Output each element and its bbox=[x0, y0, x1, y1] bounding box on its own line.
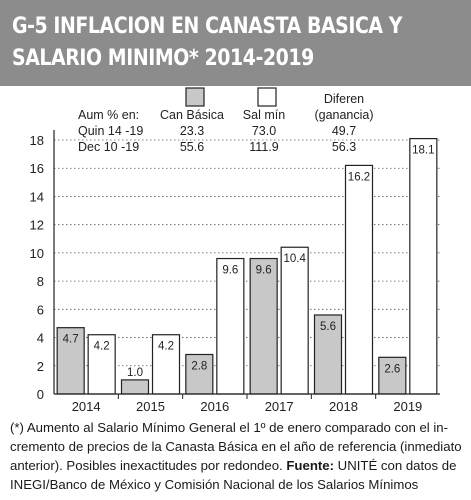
x-tick-label-2019: 2019 bbox=[393, 399, 422, 414]
legend-and-summary-table: Aum % en: Can Básica Sal mín Diferen (gananc… bbox=[78, 87, 374, 154]
bar-canasta-2017 bbox=[249, 257, 278, 395]
legend-label-canasta: Can Básica bbox=[160, 108, 224, 122]
y-tick-label-18: 18 bbox=[30, 133, 44, 148]
footnote-text: (*) Aumento al Salario Mínimo General el… bbox=[10, 420, 462, 473]
source-text: UNITÉ con datos de INEGI/Banco de México… bbox=[10, 458, 457, 492]
bar-chart: 0 2 4 6 8 10 12 14 16 18 4.7 4.2 1.0 4.2 2.8 9.6 9.6 10.… bbox=[30, 87, 440, 414]
summary-can-basica-1: 55.6 bbox=[180, 140, 204, 154]
legend-label-ganancia: (ganancia) bbox=[314, 108, 373, 122]
chart-header: G-5 INFLACION EN CANASTA BASICA Y SALARI… bbox=[0, 0, 471, 86]
y-tick-label-12: 12 bbox=[30, 218, 44, 233]
y-tick-label-8: 8 bbox=[37, 274, 44, 289]
data-label-canasta-2017: 9.6 bbox=[256, 265, 272, 277]
x-tick-label-2017: 2017 bbox=[265, 399, 294, 414]
x-tick-label-2014: 2014 bbox=[72, 399, 101, 414]
source-label: Fuente: bbox=[286, 458, 334, 473]
summary-row-header: Aum % en: bbox=[78, 108, 139, 122]
summary-diferen-0: 49.7 bbox=[332, 124, 356, 138]
bar-salario-2015 bbox=[151, 334, 181, 395]
footnote: (*) Aumento al Salario Mínimo General el… bbox=[10, 418, 465, 494]
data-label-canasta-2019: 2.6 bbox=[384, 363, 400, 375]
summary-sal-min-0: 73.0 bbox=[252, 124, 276, 138]
summary-sal-min-1: 111.9 bbox=[249, 140, 278, 154]
bar-salario-2014 bbox=[87, 334, 116, 395]
x-axis: 2014 2015 2016 2017 2018 2019 bbox=[53, 130, 440, 414]
summary-row-label-1: Dec 10 -19 bbox=[78, 140, 139, 154]
data-label-salario-2015: 4.2 bbox=[158, 341, 174, 353]
bar-canasta-2016 bbox=[185, 353, 214, 395]
bar-salario-2016 bbox=[216, 257, 245, 395]
y-tick-label-0: 0 bbox=[37, 387, 44, 402]
data-label-salario-2014: 4.2 bbox=[94, 341, 110, 353]
y-tick-label-6: 6 bbox=[37, 302, 44, 317]
bars: 4.7 4.2 1.0 4.2 2.8 9.6 9.6 10.4 5.6 16.2 2.6 18.1 bbox=[56, 137, 438, 395]
y-tick-label-10: 10 bbox=[30, 246, 44, 261]
data-label-canasta-2018: 5.6 bbox=[320, 321, 336, 333]
bar-canasta-2014 bbox=[56, 327, 85, 395]
data-label-salario-2017: 10.4 bbox=[283, 253, 306, 265]
legend-swatch-salario bbox=[257, 87, 277, 107]
data-label-canasta-2016: 2.8 bbox=[191, 360, 207, 372]
legend-label-diferen: Diferen bbox=[324, 92, 364, 106]
y-tick-label-4: 4 bbox=[37, 331, 44, 346]
bar-salario-2019 bbox=[409, 137, 438, 395]
legend-swatch-canasta bbox=[185, 87, 205, 107]
chart-title-line2: SALARIO MINIMO* 2014-2019 bbox=[12, 46, 314, 71]
data-label-salario-2018: 16.2 bbox=[348, 171, 370, 183]
summary-row-label-0: Quin 14 -19 bbox=[78, 124, 143, 138]
bar-salario-2018 bbox=[344, 164, 374, 395]
x-tick-label-2015: 2015 bbox=[136, 399, 165, 414]
x-tick-label-2016: 2016 bbox=[200, 399, 229, 414]
data-label-salario-2016: 9.6 bbox=[222, 265, 238, 277]
summary-diferen-1: 56.3 bbox=[332, 140, 356, 154]
y-tick-label-14: 14 bbox=[30, 189, 44, 204]
summary-can-basica-0: 23.3 bbox=[180, 124, 204, 138]
data-label-canasta-2015: 1.0 bbox=[127, 367, 143, 379]
gridlines bbox=[54, 139, 440, 367]
data-label-salario-2019: 18.1 bbox=[412, 145, 434, 157]
legend-label-salario: Sal mín bbox=[243, 108, 285, 122]
bar-salario-2017 bbox=[280, 246, 309, 395]
y-axis-ticks: 0 2 4 6 8 10 12 14 16 18 bbox=[30, 133, 44, 402]
chart-title-line1: G-5 INFLACION EN CANASTA BASICA Y bbox=[12, 14, 403, 39]
y-tick-label-2: 2 bbox=[37, 359, 44, 374]
data-label-canasta-2014: 4.7 bbox=[63, 334, 79, 346]
x-tick-label-2018: 2018 bbox=[329, 399, 358, 414]
bar-canasta-2015 bbox=[120, 379, 150, 395]
y-tick-label-16: 16 bbox=[30, 161, 44, 176]
